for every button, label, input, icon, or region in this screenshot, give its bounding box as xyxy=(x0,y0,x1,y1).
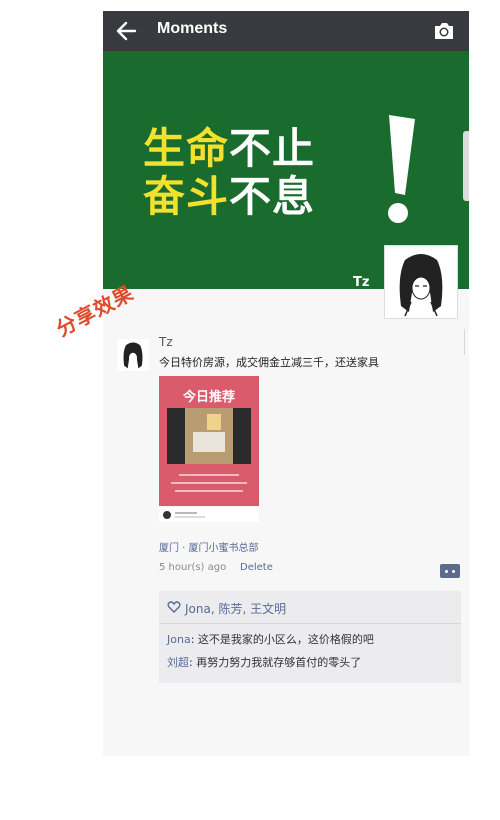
feed: Tz 今日特价房源，成交佣金立减三千，还送家具 今日推荐 厦门 · 厦门小蜜书总… xyxy=(103,11,469,756)
comments-box: Jona, 陈芳, 王文明 Jona: 这不是我家的小区么，这价格假的吧 刘超:… xyxy=(159,591,461,683)
post-author-name[interactable]: Tz xyxy=(159,335,173,349)
post-text: 今日特价房源，成交佣金立减三千，还送家具 xyxy=(159,356,379,369)
heart-icon xyxy=(167,601,181,613)
comment-text: 这不是我家的小区么，这价格假的吧 xyxy=(197,633,374,646)
top-bar: Moments xyxy=(103,11,469,51)
panel-edge xyxy=(464,329,469,355)
slogan-line1-yellow: 生命 xyxy=(143,124,230,173)
comment-item[interactable]: 刘超: 再努力努力我就存够首付的零头了 xyxy=(167,656,362,669)
cover-owner-name: Tz xyxy=(353,275,370,289)
slogan-line1-white: 不止 xyxy=(229,124,316,173)
arrow-left-icon[interactable] xyxy=(115,19,137,43)
card-title: 今日推荐 xyxy=(182,390,235,405)
comment-item[interactable]: Jona: 这不是我家的小区么，这价格假的吧 xyxy=(167,633,374,646)
post-author-avatar[interactable] xyxy=(117,339,149,371)
card-footer xyxy=(159,508,259,522)
likes-row: Jona, 陈芳, 王文明 xyxy=(159,591,461,624)
scrollbar[interactable] xyxy=(463,131,469,201)
slogan-line2-yellow: 奋斗 xyxy=(143,172,230,221)
exclamation-mark-graphic xyxy=(388,115,415,223)
comment-author[interactable]: Jona xyxy=(167,633,191,646)
camera-icon[interactable] xyxy=(433,21,455,41)
card-text-line xyxy=(179,474,239,476)
page-title: Moments xyxy=(157,20,228,37)
comment-icon[interactable] xyxy=(440,564,460,578)
card-text-line xyxy=(175,490,243,492)
card-text-line xyxy=(171,482,247,484)
profile-avatar[interactable] xyxy=(384,245,458,319)
post-time: 5 hour(s) ago xyxy=(159,562,227,573)
comment-text: 再努力努力我就存够首付的零头了 xyxy=(196,656,362,669)
card-room-photo xyxy=(167,408,251,464)
shared-link-card[interactable]: 今日推荐 xyxy=(159,376,259,506)
delete-link[interactable]: Delete xyxy=(240,562,273,573)
cover-slogan: 生命不止 奋斗不息 xyxy=(143,125,315,221)
likes-names[interactable]: Jona, 陈芳, 王文明 xyxy=(185,602,287,616)
slogan-line2-white: 不息 xyxy=(229,172,316,221)
comment-author[interactable]: 刘超 xyxy=(167,656,189,669)
post-location[interactable]: 厦门 · 厦门小蜜书总部 xyxy=(159,543,259,554)
cartoon-avatar-icon xyxy=(399,254,443,317)
cartoon-avatar-icon xyxy=(123,342,143,369)
